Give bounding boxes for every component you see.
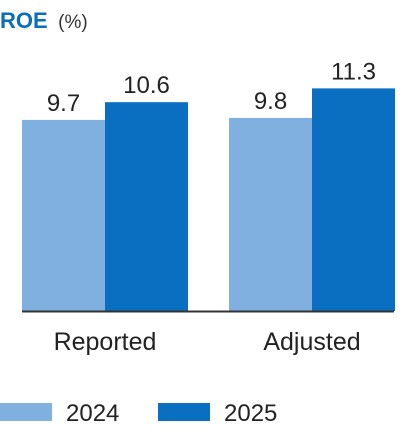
chart-title: ROE (%) [0, 8, 88, 33]
bar-adjusted-2025 [312, 88, 395, 311]
data-label-reported-2024: 9.7 [47, 90, 80, 117]
bars-group [22, 88, 395, 312]
bar-reported-2025 [105, 102, 188, 312]
data-label-reported-2025: 10.6 [123, 72, 170, 99]
category-labels-group: Reported Adjusted [54, 328, 361, 356]
bar-adjusted-2024 [229, 117, 312, 311]
legend-label-2024: 2024 [66, 400, 119, 427]
legend-swatch-2024 [0, 403, 52, 421]
chart-title-unit: (%) [58, 12, 88, 33]
legend: 2024 2025 [0, 400, 277, 427]
legend-label-2025: 2025 [224, 400, 277, 427]
data-labels-group: 9.7 10.6 9.8 11.3 [47, 58, 376, 117]
bar-reported-2024 [22, 119, 105, 311]
category-label-reported: Reported [54, 328, 157, 356]
chart-title-text: ROE [0, 8, 48, 33]
data-label-adjusted-2024: 9.8 [254, 88, 287, 115]
data-label-adjusted-2025: 11.3 [331, 58, 376, 85]
legend-swatch-2025 [158, 403, 210, 421]
category-label-adjusted: Adjusted [263, 328, 360, 356]
